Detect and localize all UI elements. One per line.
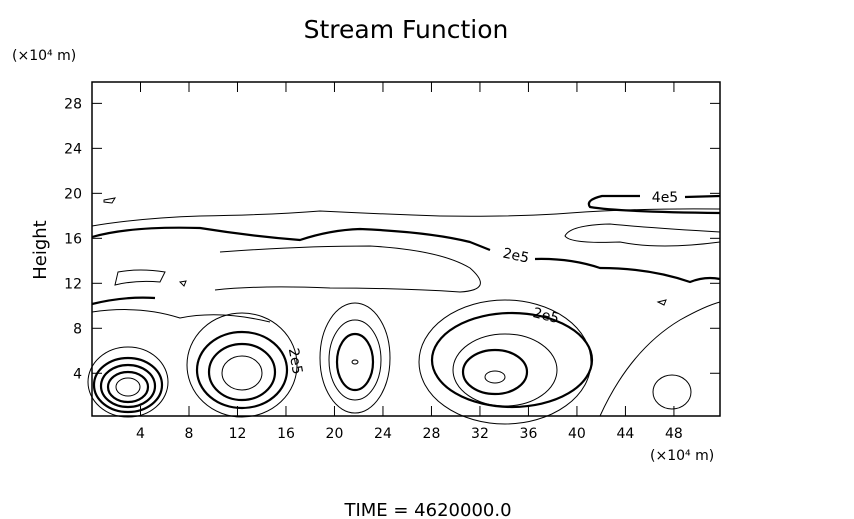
x-tick-label: 24 <box>374 426 392 442</box>
contours <box>87 194 721 425</box>
contour-line <box>91 309 271 323</box>
x-tick-label: 44 <box>617 426 635 442</box>
contour-line <box>207 342 277 402</box>
contour-label: 2e5 <box>285 347 305 376</box>
contour-line <box>186 312 298 418</box>
plot-frame <box>91 81 721 417</box>
y-tick-label: 8 <box>73 321 82 337</box>
x-tick-label: 16 <box>277 426 295 442</box>
contour-line <box>484 370 506 384</box>
y-tick-label: 12 <box>64 276 82 292</box>
contour-label: 2e5 <box>501 246 530 267</box>
y-tick-label: 16 <box>64 231 82 247</box>
contour-line <box>328 319 382 401</box>
contour-line <box>114 269 166 286</box>
contour-line <box>319 302 391 414</box>
contour-line <box>178 280 187 287</box>
contour-line <box>452 333 558 407</box>
contour-line <box>221 355 263 391</box>
x-tick-label: 48 <box>665 426 683 442</box>
x-unit: (×10⁴ m) <box>650 448 714 464</box>
contour-line <box>87 346 169 418</box>
contour-line <box>587 194 721 215</box>
x-tick-label: 40 <box>568 426 586 442</box>
y-tick-label: 24 <box>64 141 82 157</box>
contour-line <box>430 311 594 409</box>
x-tick-label: 8 <box>185 426 194 442</box>
contour-line <box>115 377 141 397</box>
contour-label: 4e5 <box>652 190 678 206</box>
contour-line <box>92 356 164 414</box>
contour-line <box>418 299 592 425</box>
contour-line <box>652 374 692 410</box>
y-axis-label: Height <box>30 220 51 280</box>
x-tick-label: 36 <box>520 426 538 442</box>
contour-line <box>351 359 359 365</box>
contour-line <box>91 296 156 306</box>
chart-title: Stream Function <box>304 15 509 44</box>
contour-line <box>99 363 157 409</box>
contour-line <box>684 194 721 199</box>
footer: TIME = 4620000.0 <box>343 500 511 519</box>
contour-line <box>534 257 721 284</box>
contour-line <box>214 245 481 293</box>
y-tick-label: 28 <box>64 96 82 112</box>
contour-label: 2e5 <box>531 305 561 327</box>
contour-line <box>461 348 529 396</box>
contour-line <box>564 223 721 247</box>
y-unit: (×10⁴ m) <box>12 48 76 64</box>
contour-line <box>335 332 375 392</box>
y-tick-label: 20 <box>64 186 82 202</box>
x-tick-label: 32 <box>471 426 489 442</box>
contour-line <box>103 197 116 204</box>
x-tick-label: 20 <box>326 426 344 442</box>
contour-line <box>91 226 491 252</box>
contour-line <box>599 301 721 417</box>
contour-line <box>656 299 667 306</box>
x-tick-label: 28 <box>423 426 441 442</box>
x-tick-label: 4 <box>136 426 145 442</box>
contour-line <box>195 330 289 410</box>
contour-line <box>91 208 721 227</box>
contour-line <box>106 370 150 404</box>
y-tick-label: 4 <box>73 366 82 382</box>
x-tick-label: 12 <box>229 426 247 442</box>
